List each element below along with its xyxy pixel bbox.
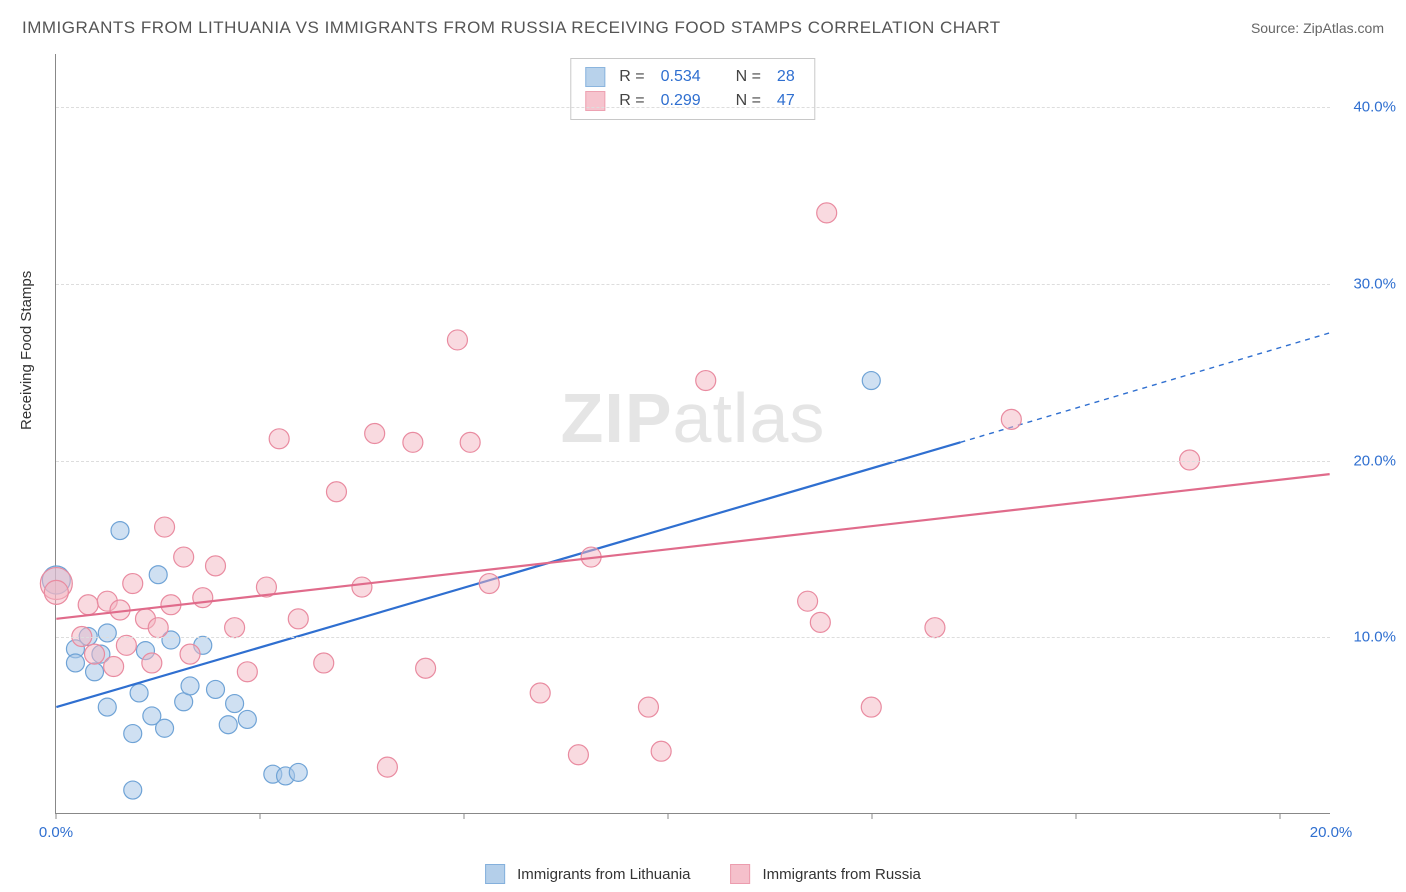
trend-line: [56, 474, 1329, 619]
data-point: [98, 624, 116, 642]
data-point: [696, 371, 716, 391]
data-point: [326, 482, 346, 502]
data-point: [149, 566, 167, 584]
data-point: [416, 658, 436, 678]
x-tick: [56, 813, 57, 819]
y-axis-title: Receiving Food Stamps: [18, 271, 35, 430]
data-point: [530, 683, 550, 703]
x-tick: [668, 813, 669, 819]
data-point: [116, 635, 136, 655]
data-point: [1001, 409, 1021, 429]
data-point: [180, 644, 200, 664]
data-point: [568, 745, 588, 765]
data-point: [810, 612, 830, 632]
data-point: [124, 725, 142, 743]
plot-area: ZIPatlas R =0.534 N =28R =0.299 N =47 10…: [55, 54, 1330, 814]
data-point: [78, 595, 98, 615]
y-tick-label: 30.0%: [1353, 275, 1396, 292]
x-tick-label: 20.0%: [1310, 824, 1353, 841]
data-point: [193, 588, 213, 608]
data-point: [651, 741, 671, 761]
gridline: [56, 107, 1330, 108]
legend-item: Immigrants from Lithuania: [485, 864, 690, 884]
data-point: [207, 680, 225, 698]
scatter-svg: [56, 54, 1330, 813]
data-point: [237, 662, 257, 682]
data-point: [447, 330, 467, 350]
legend-swatch: [585, 67, 605, 87]
data-point: [124, 781, 142, 799]
data-point: [219, 716, 237, 734]
data-point: [377, 757, 397, 777]
data-point: [638, 697, 658, 717]
series-legend: Immigrants from Lithuania Immigrants from…: [485, 864, 921, 884]
data-point: [206, 556, 226, 576]
data-point: [104, 657, 124, 677]
data-point: [365, 424, 385, 444]
data-point: [479, 574, 499, 594]
trend-line: [56, 442, 960, 707]
data-point: [155, 517, 175, 537]
data-point: [44, 580, 68, 604]
data-point: [130, 684, 148, 702]
correlation-legend: R =0.534 N =28R =0.299 N =47: [570, 58, 815, 120]
gridline: [56, 637, 1330, 638]
data-point: [148, 618, 168, 638]
data-point: [352, 577, 372, 597]
data-point: [174, 547, 194, 567]
legend-row: R =0.534 N =28: [585, 65, 800, 89]
data-point: [238, 710, 256, 728]
legend-swatch: [731, 864, 751, 884]
data-point: [288, 609, 308, 629]
data-point: [225, 618, 245, 638]
data-point: [86, 663, 104, 681]
gridline: [56, 461, 1330, 462]
data-point: [226, 695, 244, 713]
gridline: [56, 284, 1330, 285]
data-point: [98, 698, 116, 716]
legend-row: R =0.299 N =47: [585, 89, 800, 113]
data-point: [798, 591, 818, 611]
x-tick: [464, 813, 465, 819]
y-tick-label: 20.0%: [1353, 452, 1396, 469]
data-point: [269, 429, 289, 449]
data-point: [314, 653, 334, 673]
data-point: [925, 618, 945, 638]
y-tick-label: 40.0%: [1353, 99, 1396, 116]
data-point: [111, 522, 129, 540]
y-tick-label: 10.0%: [1353, 629, 1396, 646]
legend-item: Immigrants from Russia: [731, 864, 921, 884]
x-tick: [1076, 813, 1077, 819]
data-point: [85, 644, 105, 664]
x-tick: [872, 813, 873, 819]
data-point: [817, 203, 837, 223]
x-tick: [1280, 813, 1281, 819]
data-point: [861, 697, 881, 717]
data-point: [156, 719, 174, 737]
data-point: [123, 574, 143, 594]
data-point: [142, 653, 162, 673]
data-point: [460, 432, 480, 452]
legend-label: Immigrants from Russia: [763, 866, 921, 883]
data-point: [289, 763, 307, 781]
data-point: [403, 432, 423, 452]
data-point: [66, 654, 84, 672]
legend-swatch: [485, 864, 505, 884]
data-point: [862, 372, 880, 390]
x-tick-label: 0.0%: [39, 824, 73, 841]
data-point: [181, 677, 199, 695]
legend-label: Immigrants from Lithuania: [517, 866, 690, 883]
source-label: Source: ZipAtlas.com: [1251, 20, 1384, 36]
data-point: [175, 693, 193, 711]
chart-title: IMMIGRANTS FROM LITHUANIA VS IMMIGRANTS …: [22, 18, 1001, 38]
source-link[interactable]: ZipAtlas.com: [1303, 20, 1384, 36]
x-tick: [260, 813, 261, 819]
